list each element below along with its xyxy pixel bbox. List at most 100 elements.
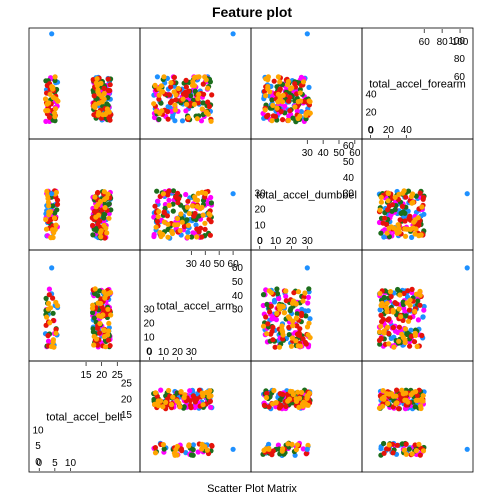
data-point [418,232,424,238]
outlier-point [230,446,236,452]
data-point [185,222,191,228]
data-point [105,291,111,297]
data-point [396,306,402,312]
data-point [209,443,215,449]
data-point [180,96,186,102]
data-point [164,213,170,219]
data-point [399,387,405,393]
data-point [52,106,59,112]
tick-label: 80 [454,54,466,65]
tick-label: 20 [143,319,155,330]
data-point [192,210,198,217]
data-point [206,216,212,222]
data-point [208,200,214,206]
data-point [414,392,420,399]
data-point [200,402,206,408]
data-point [43,78,49,84]
data-point [50,310,56,316]
data-point [107,87,113,94]
data-point [156,92,162,98]
tick-label: 40 [200,259,212,270]
outlier-point [49,191,55,197]
data-point [279,448,285,454]
data-point [399,203,405,209]
data-point [191,74,198,81]
data-point [393,393,399,399]
data-point [180,91,186,97]
data-point [205,85,211,91]
data-point [190,447,196,453]
data-point [263,93,269,99]
data-point [50,337,57,343]
data-point [377,307,383,313]
data-point [401,290,407,297]
data-point [101,196,108,203]
data-point [172,118,178,124]
data-point [90,326,96,332]
data-point [104,230,110,236]
data-point [155,400,161,406]
data-point [106,215,112,221]
data-point [384,305,390,311]
data-point [167,100,174,106]
data-point [54,303,61,309]
data-point [295,389,301,395]
data-point [396,229,402,235]
data-point [46,286,53,292]
data-point [50,203,56,209]
tick-label: 40 [318,148,330,159]
data-point [285,117,291,124]
data-point [158,387,164,393]
data-point [394,387,400,393]
data-point [45,300,52,306]
tick-label: 20 [286,236,298,247]
data-point [192,83,198,89]
data-point [96,330,103,336]
data-point [420,393,426,399]
data-point [417,302,423,308]
data-point [201,91,207,97]
tick-label: 60 [232,263,244,274]
data-point [294,442,300,448]
data-point [399,441,405,447]
data-point [91,103,97,109]
data-point [205,99,211,105]
data-point [417,452,423,458]
data-point [275,99,281,105]
data-point [91,342,97,348]
tick-label: 60 [349,148,361,159]
data-point [53,189,60,196]
data-point [178,211,184,217]
data-point [102,205,108,211]
data-point [51,344,57,350]
data-point [273,400,279,406]
data-point [97,320,103,327]
data-point [90,232,96,238]
data-point [154,188,160,194]
data-point [101,327,107,333]
data-point [410,225,416,231]
data-point [185,234,191,240]
data-point [166,202,172,208]
data-point [386,341,392,347]
chart-title: Feature plot [212,4,292,20]
data-point [264,390,270,397]
data-point [194,234,200,240]
data-point [399,331,405,337]
data-point [396,338,402,344]
tick-label: 0 [35,457,41,468]
data-point [181,395,187,401]
data-point [43,295,49,301]
data-point [403,451,409,457]
tick-label: 25 [121,379,133,390]
tick-label: 30 [254,189,266,200]
data-point [45,338,52,344]
data-point [276,344,283,350]
data-point [94,190,101,196]
data-point [405,188,412,194]
data-point [402,339,408,346]
data-point [420,194,427,201]
data-point [385,190,391,196]
data-point [49,227,56,233]
tick-label: 60 [343,141,355,152]
